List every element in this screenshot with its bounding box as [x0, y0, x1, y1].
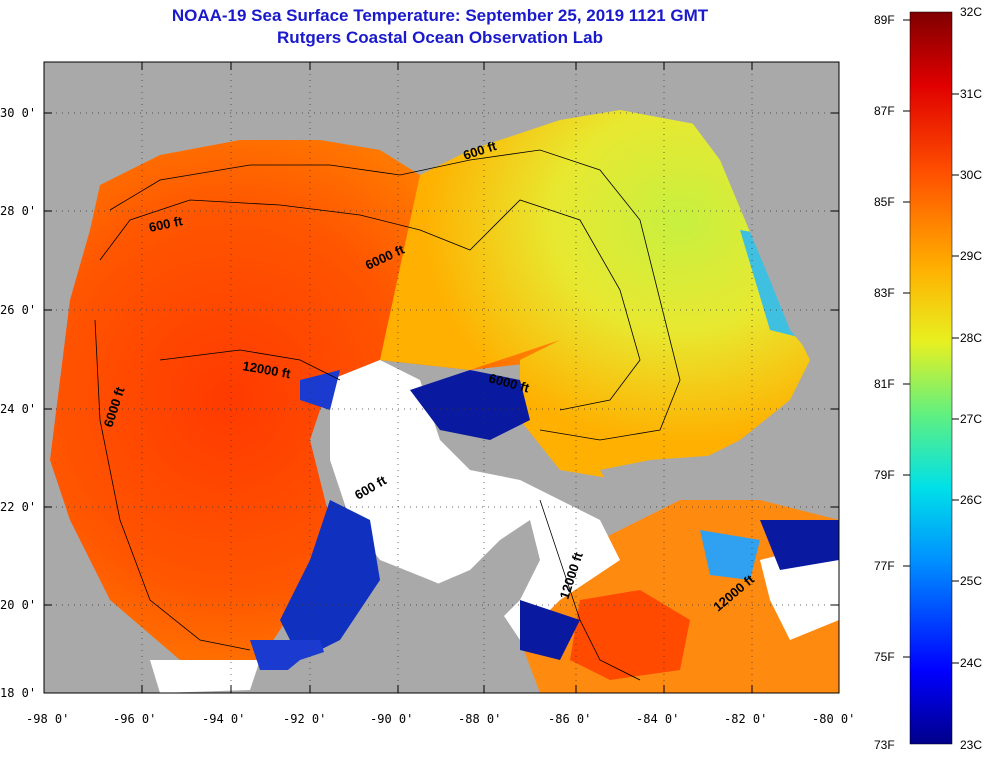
lat-label: 20 0' — [0, 598, 36, 612]
lat-label: 24 0' — [0, 402, 36, 416]
colorbar-f-label: 73F — [874, 738, 895, 752]
colorbar-f-label: 85F — [874, 195, 895, 209]
contour-label: 600 ft — [148, 213, 185, 235]
colorbar-c-label: 25C — [960, 574, 983, 588]
lon-label: -92 0' — [283, 712, 326, 726]
colorbar-f-label: 77F — [874, 559, 895, 573]
longitude-labels: -98 0' -96 0' -94 0' -92 0' -90 0' -88 0… — [26, 712, 855, 726]
colorbar-f-label: 75F — [874, 650, 895, 664]
lat-label: 28 0' — [0, 204, 36, 218]
colorbar-c-label: 28C — [960, 331, 983, 345]
lon-label: -90 0' — [370, 712, 413, 726]
map-subtitle: Rutgers Coastal Ocean Observation Lab — [277, 28, 603, 47]
lon-label: -96 0' — [113, 712, 156, 726]
yucatan-peninsula — [260, 520, 540, 693]
lon-label: -88 0' — [458, 712, 501, 726]
colorbar-c-label: 32C — [960, 5, 983, 19]
colorbar-c-label: 30C — [960, 168, 983, 182]
lon-label: -84 0' — [636, 712, 679, 726]
axis-ticks — [44, 62, 839, 693]
lat-label: 30 0' — [0, 106, 36, 120]
cloud-area — [330, 360, 620, 640]
lon-label: -94 0' — [202, 712, 245, 726]
lat-label: 26 0' — [0, 303, 36, 317]
lat-label: 22 0' — [0, 500, 36, 514]
colorbar-f-label: 79F — [874, 468, 895, 482]
lon-label: -98 0' — [26, 712, 69, 726]
lat-label: 18 0' — [0, 686, 36, 700]
florida-peninsula — [690, 110, 839, 360]
lon-label: -80 0' — [812, 712, 855, 726]
colorbar-c-label: 31C — [960, 87, 983, 101]
colorbar-c-label: 24C — [960, 656, 983, 670]
cool-patch — [410, 370, 530, 440]
lon-label: -86 0' — [548, 712, 591, 726]
colorbar-c-label: 27C — [960, 412, 983, 426]
graticule — [44, 62, 839, 693]
colorbar-f-label: 81F — [874, 377, 895, 391]
colorbar-ticks — [903, 19, 959, 664]
lon-label: -82 0' — [724, 712, 767, 726]
cuba — [600, 455, 839, 505]
colorbar-c-label: 26C — [960, 493, 983, 507]
plot-frame — [43, 61, 840, 694]
colorbar-f-label: 83F — [874, 286, 895, 300]
colorbar — [909, 11, 953, 745]
bathymetry-contours — [94, 149, 681, 681]
colorbar-c-label: 23C — [960, 738, 983, 752]
colorbar-c-label: 29C — [960, 249, 983, 263]
map-title: NOAA-19 Sea Surface Temperature: Septemb… — [171, 6, 709, 25]
gulf-water-east — [380, 110, 810, 480]
latitude-labels: 30 0' 28 0' 26 0' 24 0' 22 0' 20 0' 18 0… — [0, 106, 36, 700]
colorbar-f-label: 89F — [874, 13, 895, 27]
colorbar-f-label: 87F — [874, 104, 895, 118]
